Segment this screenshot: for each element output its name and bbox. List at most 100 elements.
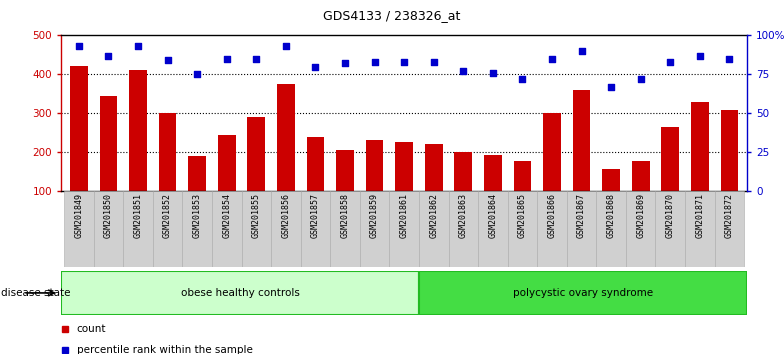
Text: GSM201850: GSM201850 xyxy=(104,193,113,239)
Text: GSM201872: GSM201872 xyxy=(725,193,734,239)
Bar xyxy=(508,191,537,267)
Bar xyxy=(572,90,590,230)
Point xyxy=(723,56,735,62)
Bar xyxy=(720,110,739,230)
Text: count: count xyxy=(77,324,107,334)
Bar xyxy=(425,144,443,230)
Text: GSM201859: GSM201859 xyxy=(370,193,379,239)
Text: GSM201865: GSM201865 xyxy=(518,193,527,239)
Bar xyxy=(455,152,472,230)
Bar xyxy=(655,191,685,267)
Text: GSM201856: GSM201856 xyxy=(281,193,290,239)
Bar xyxy=(395,142,413,230)
Bar xyxy=(715,191,744,267)
Bar xyxy=(691,102,709,230)
Bar xyxy=(183,191,212,267)
Text: GSM201864: GSM201864 xyxy=(488,193,497,239)
Bar xyxy=(61,271,419,315)
Bar xyxy=(365,140,383,230)
Bar xyxy=(685,191,715,267)
Bar xyxy=(70,66,88,230)
Bar xyxy=(626,191,655,267)
Text: GSM201849: GSM201849 xyxy=(74,193,83,239)
Text: GSM201867: GSM201867 xyxy=(577,193,586,239)
Point xyxy=(397,59,410,65)
Point xyxy=(162,57,174,63)
Point xyxy=(427,59,440,65)
Bar xyxy=(307,137,325,230)
Text: GSM201871: GSM201871 xyxy=(695,193,704,239)
Text: GSM201857: GSM201857 xyxy=(311,193,320,239)
Bar xyxy=(537,191,567,267)
Bar xyxy=(123,191,153,267)
Bar xyxy=(93,191,123,267)
Point xyxy=(516,76,528,82)
Text: GSM201854: GSM201854 xyxy=(222,193,231,239)
Point xyxy=(191,72,203,77)
Bar xyxy=(567,191,597,267)
Bar xyxy=(390,191,419,267)
Bar xyxy=(662,127,679,230)
Bar xyxy=(543,113,561,230)
Text: GSM201851: GSM201851 xyxy=(133,193,143,239)
Bar xyxy=(212,191,241,267)
Text: GSM201868: GSM201868 xyxy=(607,193,615,239)
Bar xyxy=(632,161,650,230)
Text: GSM201861: GSM201861 xyxy=(400,193,408,239)
Bar xyxy=(300,191,330,267)
Point xyxy=(664,59,677,65)
Bar xyxy=(330,191,360,267)
Text: GDS4133 / 238326_at: GDS4133 / 238326_at xyxy=(323,9,461,22)
Point xyxy=(457,68,470,74)
Bar xyxy=(478,191,508,267)
Bar xyxy=(448,191,478,267)
Point xyxy=(339,61,351,66)
Point xyxy=(605,84,618,90)
Bar xyxy=(241,191,271,267)
Point xyxy=(280,44,292,49)
Bar xyxy=(158,113,176,230)
Point xyxy=(73,44,85,49)
Bar xyxy=(153,191,183,267)
Bar xyxy=(419,271,747,315)
Point xyxy=(132,44,144,49)
Bar xyxy=(484,155,502,230)
Text: GSM201855: GSM201855 xyxy=(252,193,261,239)
Point xyxy=(250,56,263,62)
Bar xyxy=(336,150,354,230)
Text: GSM201853: GSM201853 xyxy=(193,193,201,239)
Point xyxy=(102,53,114,58)
Text: polycystic ovary syndrome: polycystic ovary syndrome xyxy=(513,288,653,298)
Bar xyxy=(248,117,265,230)
Text: percentile rank within the sample: percentile rank within the sample xyxy=(77,346,252,354)
Text: disease state: disease state xyxy=(1,288,71,298)
Point xyxy=(220,56,233,62)
Point xyxy=(546,56,558,62)
Point xyxy=(575,48,588,54)
Point xyxy=(487,70,499,76)
Text: GSM201863: GSM201863 xyxy=(459,193,468,239)
Text: GSM201858: GSM201858 xyxy=(340,193,350,239)
Bar xyxy=(597,191,626,267)
Bar xyxy=(514,161,532,230)
Point xyxy=(368,59,381,65)
Bar xyxy=(64,191,93,267)
Bar xyxy=(100,96,118,230)
Text: GSM201870: GSM201870 xyxy=(666,193,675,239)
Text: GSM201862: GSM201862 xyxy=(429,193,438,239)
Bar xyxy=(271,191,300,267)
Point xyxy=(634,76,647,82)
Text: GSM201852: GSM201852 xyxy=(163,193,172,239)
Text: GSM201869: GSM201869 xyxy=(636,193,645,239)
Bar xyxy=(188,156,206,230)
Bar xyxy=(360,191,390,267)
Point xyxy=(309,64,321,69)
Bar xyxy=(218,135,236,230)
Text: GSM201866: GSM201866 xyxy=(547,193,557,239)
Bar xyxy=(129,70,147,230)
Point xyxy=(694,53,706,58)
Text: obese healthy controls: obese healthy controls xyxy=(180,288,299,298)
Bar xyxy=(277,84,295,230)
Bar xyxy=(419,191,448,267)
Bar xyxy=(602,169,620,230)
